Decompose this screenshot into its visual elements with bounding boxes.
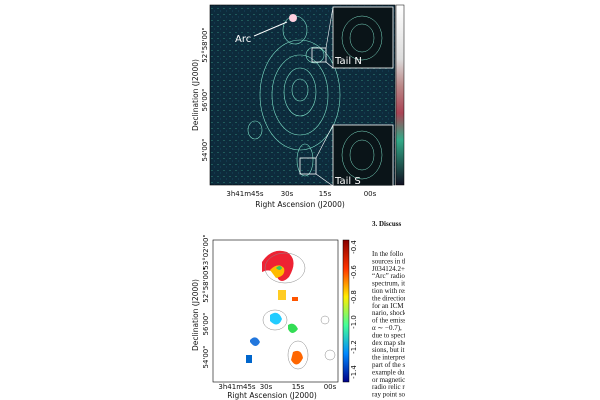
text-line: the interpret: [372, 354, 406, 362]
x-axis-label: Right Ascension (J2000): [255, 200, 345, 209]
x-tick-label: 30s: [260, 383, 273, 391]
text-line: example du: [372, 368, 405, 376]
x-tick-label: 3h41m45s: [226, 190, 264, 198]
text-line: nario, shock: [372, 309, 407, 317]
annotation: Tail N: [334, 56, 362, 67]
contours: [247, 15, 341, 177]
text-line: α ∼ −0.7),: [372, 324, 402, 332]
colorbar: [342, 239, 350, 383]
text-line: ray point so: [372, 391, 406, 399]
inset: [332, 6, 394, 69]
bottom-figure: -0.4 -0.6 -0.8 -1.0 -1.2 -1.4 3h41m45s 3…: [191, 234, 358, 400]
x-tick-label: 15s: [319, 190, 332, 198]
colorbar-tick-label: -0.6: [350, 265, 358, 279]
text-line: tion with res: [372, 287, 407, 295]
x-tick-label: 3h41m45s: [218, 383, 256, 391]
text-line: radio relic re: [372, 383, 408, 391]
text-line: In the follo: [372, 250, 404, 258]
text-line: the direction: [372, 294, 408, 302]
inset: [332, 124, 394, 187]
x-tick-label: 15s: [292, 383, 305, 391]
x-tick-label: 00s: [324, 383, 337, 391]
zoom-box: [299, 157, 317, 175]
text-line: dex map sho: [372, 339, 408, 347]
annotation: Tail S: [334, 176, 361, 187]
y-tick-label: 56'00": [202, 313, 210, 336]
colorbar-tick-label: -0.4: [350, 240, 358, 254]
text-line: sources in th: [372, 257, 408, 265]
text-line: part of the s: [372, 361, 406, 369]
y-tick-label: 56'00": [201, 89, 209, 112]
text-line: “Arc” radio: [372, 272, 405, 280]
x-tick-label: 00s: [364, 190, 377, 198]
x-axis-label: Right Ascension (J2000): [227, 391, 317, 400]
y-axis-label: Declination (J2000): [191, 279, 200, 351]
text-line: for an ICM s: [372, 302, 408, 310]
text-line: J034124.2+7: [372, 265, 409, 273]
colorbar-tick-label: -0.8: [350, 290, 358, 304]
section-heading: 3. Discuss: [372, 220, 401, 228]
y-tick-label: 54'00": [202, 346, 210, 369]
crop-mask: [405, 0, 600, 400]
text-line: spectrum, its: [372, 280, 408, 288]
annotation: Arc: [235, 34, 251, 45]
index-blobs: [246, 250, 303, 365]
y-tick-label: 54'00": [201, 139, 209, 162]
text-line: of the emiss: [372, 317, 406, 325]
text-line: or magnetic: [372, 376, 405, 384]
colorbar-tick-label: -1.4: [350, 365, 358, 379]
x-tick-label: 30s: [281, 190, 294, 198]
text-line: due to spect: [372, 331, 405, 339]
y-tick-label: 52°58'00": [202, 267, 210, 302]
arc-source: [289, 14, 297, 22]
y-tick-label: 53°02'00": [202, 234, 210, 269]
text-line: sions, but it: [372, 346, 405, 354]
zoom-box: [311, 47, 327, 63]
top-figure: Arc Tail N Tail S 3h41m45s 30s 15s 00s R…: [191, 4, 405, 209]
arrow: [253, 21, 288, 37]
colorbar-tick-label: -1.0: [350, 315, 358, 329]
colorbar-tick-label: -1.2: [350, 340, 358, 354]
y-axis-label: Declination (J2000): [191, 59, 200, 131]
inset-contours: [341, 15, 383, 180]
y-tick-label: 52°58'00": [201, 27, 209, 62]
colorbar: [395, 4, 405, 186]
